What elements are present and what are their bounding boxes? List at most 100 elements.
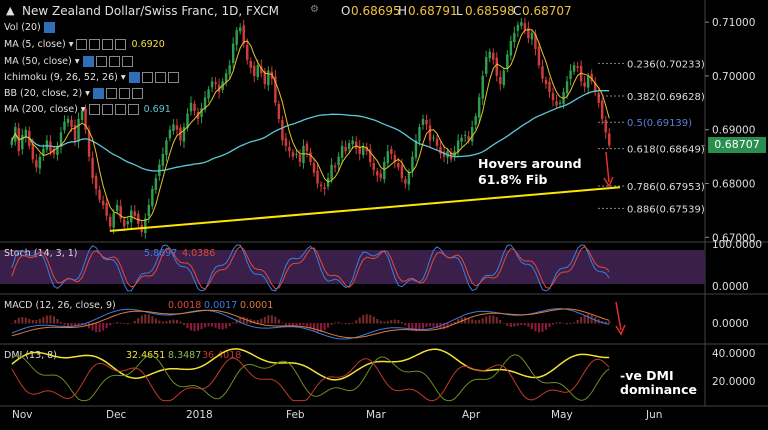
candle-body [548,81,551,93]
candle-body [105,202,108,216]
candle-body [84,108,87,130]
ohlc-h-value: 0.68791 [408,4,458,18]
collapse-icon[interactable]: ▲ [6,4,15,17]
macd-hist-bar [376,318,379,324]
macd-hist-bar [411,323,414,331]
macd-hist-bar [253,320,256,324]
candle-body [474,116,477,125]
macd-hist-bar [400,322,403,324]
macd-hist-bar [372,316,375,324]
candle-body [470,127,474,142]
macd-signal-line [11,308,610,339]
ohlc-h-label: H [398,4,408,18]
indicator-ma200[interactable]: MA (200, close) ▾ 0.691 [4,104,171,115]
candle-body [298,155,302,162]
candle-body [228,65,231,75]
candle-body [119,206,122,219]
macd-hist-bar [379,320,382,324]
candle-body [365,146,368,152]
candle-body [407,172,411,185]
candle-body [277,103,281,119]
macd-hist-bar [63,323,66,326]
macd-hist-bar [443,323,446,330]
macd-hist-bar [467,318,470,324]
candle-body [154,178,158,190]
macd-hist-bar [235,319,238,324]
indicator-vol[interactable]: Vol (20) [4,22,57,36]
candle-body [509,40,513,56]
macd-hist-bar [137,318,140,324]
macd-hist-bar [10,323,13,324]
fib-annotation-line2: 61.8% Fib [478,172,548,187]
candle-body [404,179,407,184]
settings-icon[interactable]: ⚙ [310,4,319,15]
candle-body [210,81,214,88]
stoch-d-line [11,245,610,290]
candle-body [400,165,404,179]
candle-body [361,145,365,156]
ohlc-c-label: C [513,4,522,18]
candle-body [347,143,351,150]
macd-hist-bar [270,315,273,324]
macd-hist-bar [485,316,488,324]
y-tick-label: 0.69000 [712,125,755,137]
candle-body [295,153,298,155]
x-tick-label: May [551,409,573,421]
candle-body [59,132,63,147]
macd-hist-bar [200,323,203,330]
candle-body [544,79,548,84]
candle-body [42,148,45,155]
candle-body [291,152,295,157]
candle-body [337,156,340,166]
candle-body [98,189,101,200]
candle-body [207,89,210,99]
candle-body [73,124,77,141]
macd-hist-bar [267,315,270,324]
candle-body [126,221,129,225]
candle-body [467,136,470,141]
candle-body [305,143,309,152]
candle-body [456,140,460,153]
candle-body [351,140,354,145]
macd-hist-bar [562,322,565,324]
candle-body [383,162,386,180]
candle-body [551,93,555,101]
macd-hist-bar [421,323,425,329]
macd-hist-bar [527,323,530,327]
candle-body [608,133,611,146]
candle-body [411,156,414,171]
indicator-bb[interactable]: BB (20, close, 2) ▾ [4,88,145,102]
candle-body [379,173,383,179]
macd-hist-bar [509,323,512,327]
macd-hist-bar [42,317,45,324]
indicator-ma50[interactable]: MA (50, close) ▾ [4,56,135,70]
candle-body [87,130,91,157]
macd-hist-bar [196,323,200,331]
indicator-ma5[interactable]: MA (5, close) ▾ 0.6920 [4,39,165,50]
candle-body [421,118,425,125]
candle-body [38,156,42,169]
candle-body [513,32,516,43]
candle-body [386,151,390,164]
macd-hist-bar [73,323,77,327]
macd-hist-bar [464,317,467,324]
macd-hist-bar [305,323,309,327]
macd-hist-bar [446,323,449,329]
y-tick-label: 0.71000 [712,17,755,29]
macd-hist-bar [263,316,266,324]
indicator-ma200-value: 0.691 [143,104,171,115]
macd-hist-bar [95,323,98,333]
candle-body [590,73,593,82]
dmi-title: DMI (13, 8) [4,350,57,361]
macd-hist-bar [88,323,91,329]
down-arrow-macd-head [615,324,626,336]
macd-hist-bar [31,320,34,324]
macd-hist-bar [520,323,523,326]
indicator-ichimoku[interactable]: Ichimoku (9, 26, 52, 26) ▾ [4,72,181,86]
candle-body [77,118,80,142]
candle-body [593,82,597,93]
fib-annotation-line1: Hovers around [478,156,582,171]
candle-body [267,70,270,86]
candle-body [323,187,326,189]
